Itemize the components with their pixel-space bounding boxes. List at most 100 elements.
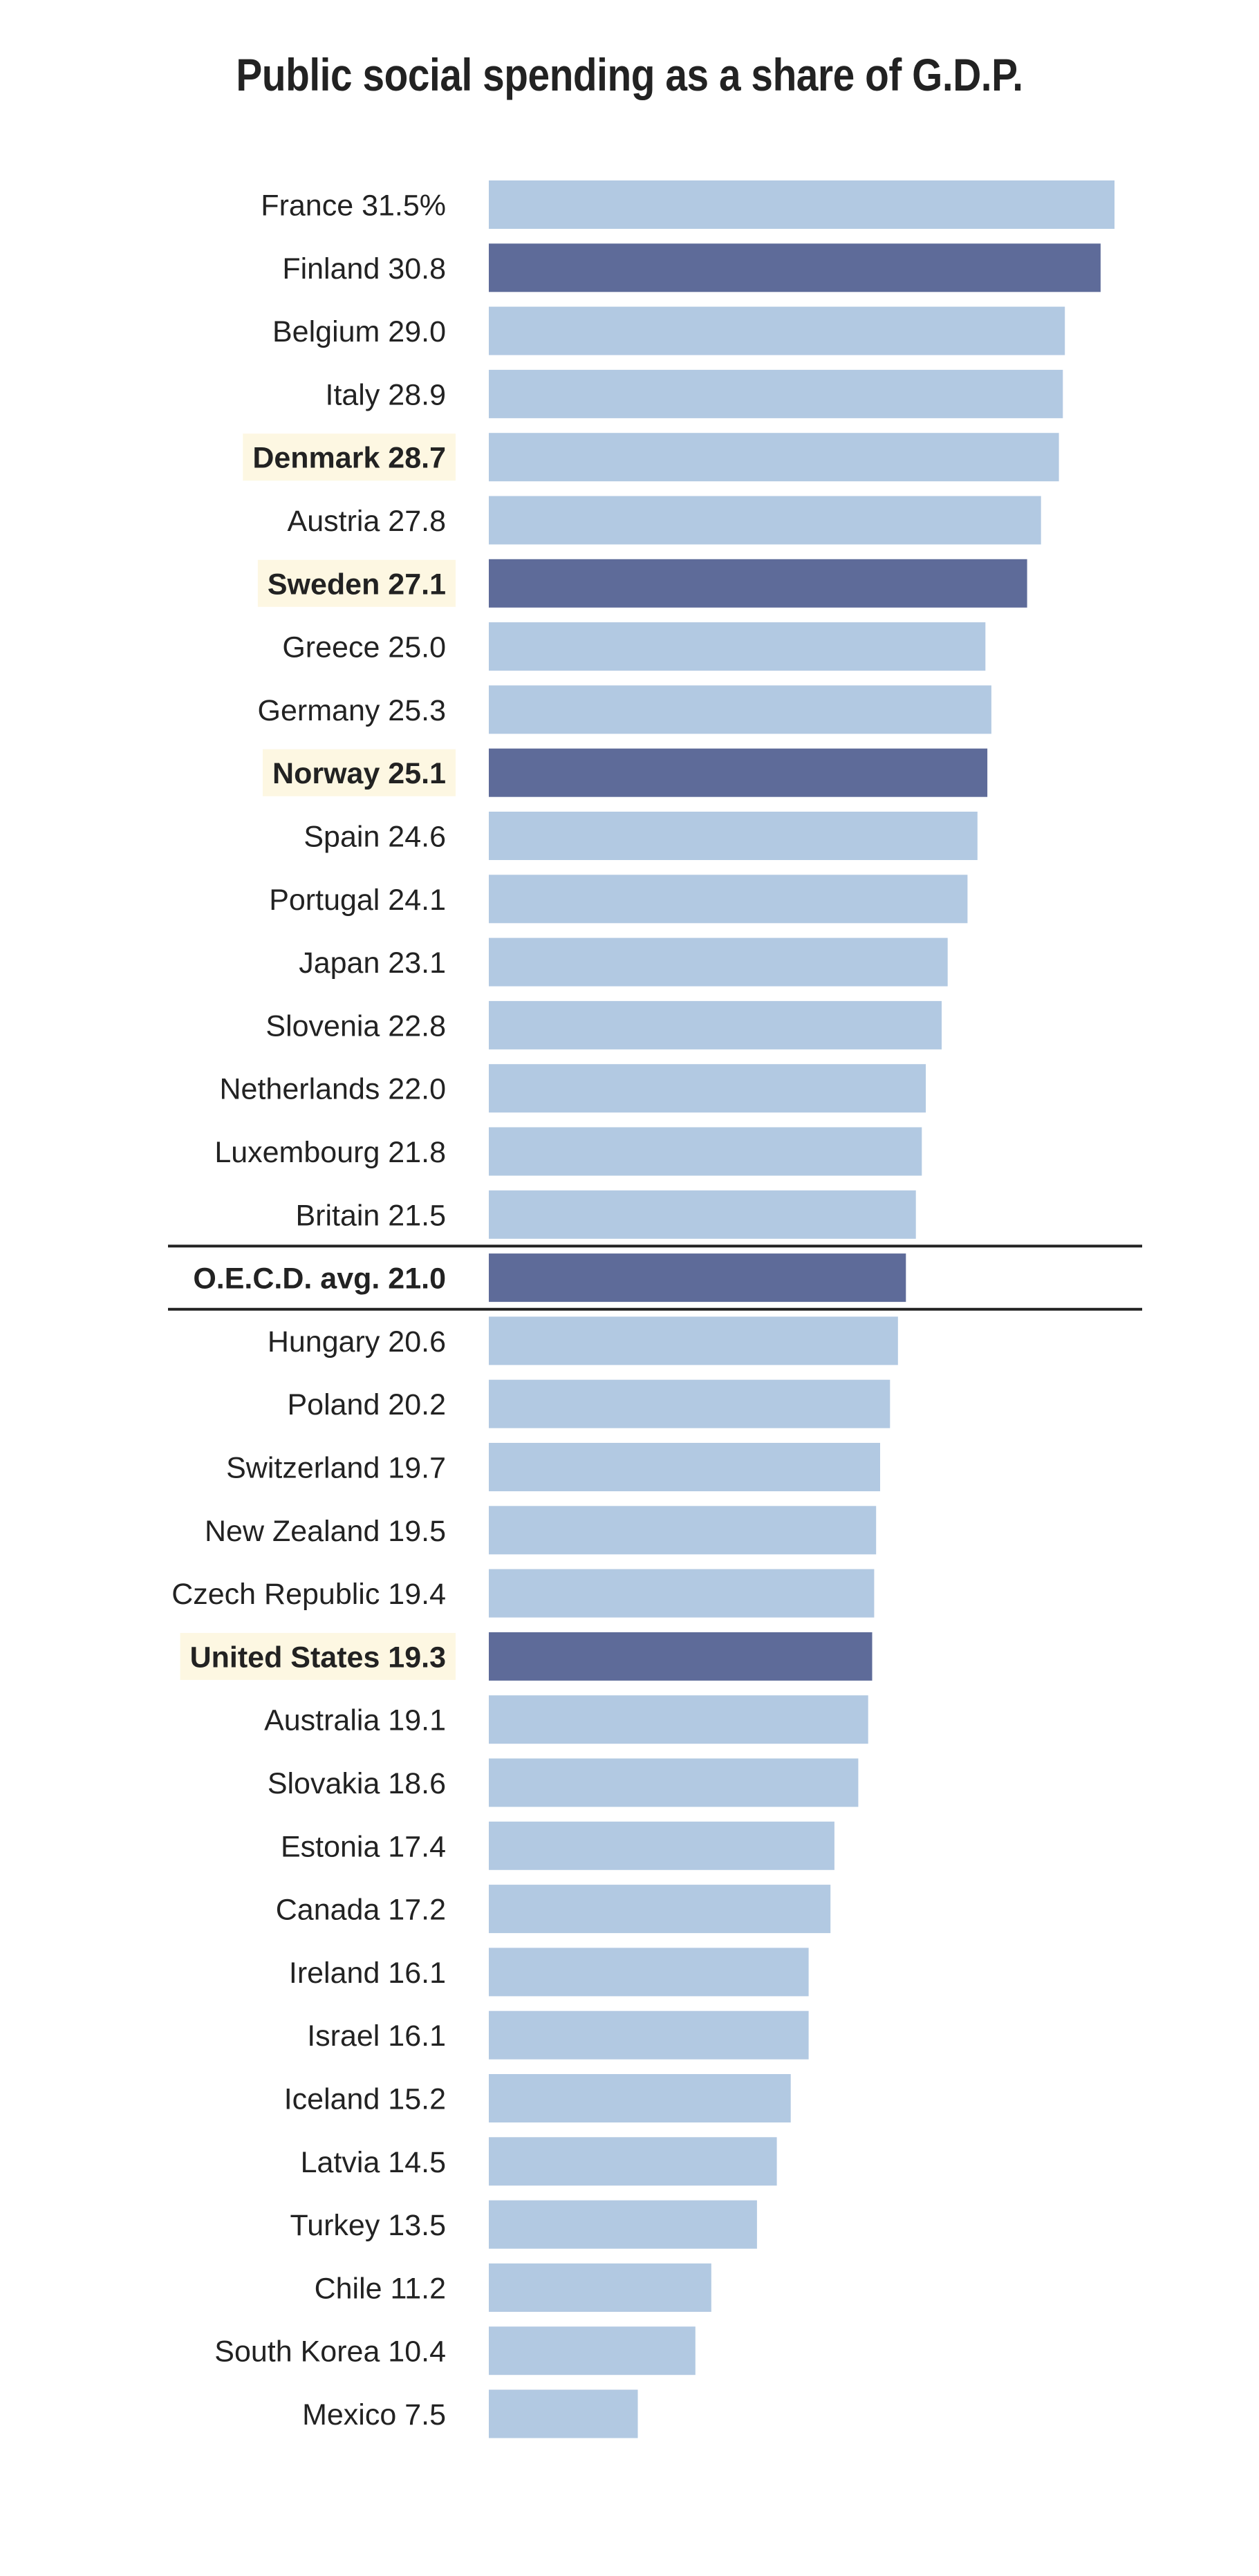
bar-label-latvia: Latvia 14.5: [301, 2146, 446, 2179]
bar-label-o-e-c-d-avg: O.E.C.D. avg. 21.0: [193, 1262, 446, 1296]
bar-czech-republic: [489, 1569, 875, 1618]
bar-estonia: [489, 1821, 834, 1870]
bar-label-slovenia: Slovenia 22.8: [265, 1009, 446, 1043]
bar-row-o-e-c-d-avg: O.E.C.D. avg. 21.0: [193, 1253, 906, 1303]
bar-label-chile: Chile 11.2: [315, 2272, 446, 2305]
bar-label-sweden: Sweden 27.1: [268, 568, 446, 601]
bar-label-poland: Poland 20.2: [287, 1388, 446, 1421]
bar-label-hungary: Hungary 20.6: [268, 1325, 446, 1359]
bar-row-france: France 31.5%: [261, 180, 1115, 229]
bar-latvia: [489, 2137, 777, 2186]
label-highlight-norway: [263, 749, 456, 796]
bar-label-luxembourg: Luxembourg 21.8: [214, 1136, 446, 1169]
bar-row-norway: Norway 25.1: [263, 748, 988, 797]
bar-label-portugal: Portugal 24.1: [269, 884, 446, 917]
bar-row-poland: Poland 20.2: [287, 1379, 890, 1428]
bar-label-italy: Italy 28.9: [326, 378, 447, 411]
bar-row-south-korea: South Korea 10.4: [214, 2326, 696, 2376]
bar-label-australia: Australia 19.1: [264, 1704, 446, 1737]
bar-label-united-states: United States 19.3: [190, 1641, 446, 1674]
bar-label-israel: Israel 16.1: [307, 2019, 446, 2053]
bar-row-australia: Australia 19.1: [264, 1695, 868, 1744]
bar-united-states: [489, 1632, 873, 1681]
bar-row-slovenia: Slovenia 22.8: [265, 1000, 942, 1049]
bar-canada: [489, 1885, 831, 1934]
bar-row-spain: Spain 24.6: [304, 812, 978, 860]
bar-row-germany: Germany 25.3: [258, 685, 991, 734]
bar-row-denmark: Denmark 28.7: [243, 433, 1059, 482]
bar-finland: [489, 243, 1101, 292]
bar-austria: [489, 496, 1041, 545]
bar-denmark: [489, 433, 1059, 482]
bar-row-united-states: United States 19.3: [180, 1632, 873, 1681]
bar-portugal: [489, 875, 968, 924]
bar-row-slovakia: Slovakia 18.6: [268, 1758, 859, 1807]
bar-germany: [489, 685, 991, 734]
bar-row-britain: Britain 21.5: [295, 1190, 916, 1239]
bar-row-new-zealand: New Zealand 19.5: [205, 1506, 877, 1555]
bar-iceland: [489, 2074, 791, 2122]
bar-row-greece: Greece 25.0: [282, 622, 986, 671]
bar-belgium: [489, 306, 1065, 355]
bar-row-sweden: Sweden 27.1: [257, 559, 1027, 608]
bar-row-netherlands: Netherlands 22.0: [220, 1064, 926, 1113]
chart-title: Public social spending as a share of G.D…: [236, 49, 1023, 100]
bar-slovenia: [489, 1000, 942, 1049]
bar-hungary: [489, 1316, 898, 1365]
bar-row-canada: Canada 17.2: [276, 1885, 831, 1934]
bar-netherlands: [489, 1064, 926, 1113]
bar-luxembourg: [489, 1127, 922, 1176]
bar-norway: [489, 748, 988, 797]
bar-row-czech-republic: Czech Republic 19.4: [171, 1569, 875, 1618]
bar-australia: [489, 1695, 868, 1744]
bar-switzerland: [489, 1443, 880, 1491]
bar-label-ireland: Ireland 16.1: [289, 1957, 446, 1990]
bar-row-italy: Italy 28.9: [326, 369, 1063, 418]
bar-label-czech-republic: Czech Republic 19.4: [171, 1578, 446, 1611]
bar-label-switzerland: Switzerland 19.7: [226, 1452, 446, 1485]
bar-row-chile: Chile 11.2: [315, 2263, 711, 2312]
bar-israel: [489, 2010, 809, 2060]
label-highlight-denmark: [243, 433, 456, 481]
bar-turkey: [489, 2200, 757, 2249]
bar-o-e-c-d-avg: [489, 1253, 906, 1303]
bar-slovakia: [489, 1758, 859, 1807]
bar-label-norway: Norway 25.1: [272, 757, 446, 790]
bar-chile: [489, 2263, 711, 2312]
bar-label-france: France 31.5%: [261, 189, 446, 223]
bar-label-germany: Germany 25.3: [258, 694, 446, 727]
bar-row-estonia: Estonia 17.4: [281, 1821, 834, 1870]
bar-label-south-korea: South Korea 10.4: [214, 2335, 446, 2369]
bar-row-israel: Israel 16.1: [307, 2010, 809, 2060]
bar-label-netherlands: Netherlands 22.0: [220, 1073, 447, 1106]
bar-row-mexico: Mexico 7.5: [302, 2389, 638, 2438]
bar-row-belgium: Belgium 29.0: [272, 306, 1065, 355]
bar-label-mexico: Mexico 7.5: [302, 2398, 446, 2432]
label-highlight-united-states: [180, 1632, 456, 1680]
bar-row-turkey: Turkey 13.5: [290, 2200, 757, 2249]
bar-label-belgium: Belgium 29.0: [272, 315, 446, 348]
bar-label-new-zealand: New Zealand 19.5: [205, 1515, 446, 1548]
bar-label-britain: Britain 21.5: [295, 1199, 446, 1232]
bar-label-iceland: Iceland 15.2: [284, 2083, 446, 2116]
bar-label-spain: Spain 24.6: [304, 821, 446, 854]
bar-row-hungary: Hungary 20.6: [268, 1316, 898, 1365]
bar-label-japan: Japan 23.1: [299, 946, 446, 980]
bar-britain: [489, 1190, 916, 1239]
bar-label-slovakia: Slovakia 18.6: [268, 1767, 446, 1800]
label-highlight-sweden: [257, 559, 456, 607]
bar-row-iceland: Iceland 15.2: [284, 2074, 791, 2122]
bar-label-estonia: Estonia 17.4: [281, 1830, 446, 1863]
bar-row-austria: Austria 27.8: [288, 496, 1041, 545]
bar-label-denmark: Denmark 28.7: [252, 442, 446, 475]
bar-sweden: [489, 559, 1027, 608]
bar-row-latvia: Latvia 14.5: [301, 2137, 777, 2186]
bar-japan: [489, 937, 948, 987]
bar-italy: [489, 369, 1063, 418]
bar-label-canada: Canada 17.2: [276, 1894, 446, 1927]
bar-spain: [489, 812, 978, 860]
bar-label-finland: Finland 30.8: [282, 252, 446, 286]
bar-poland: [489, 1379, 890, 1428]
